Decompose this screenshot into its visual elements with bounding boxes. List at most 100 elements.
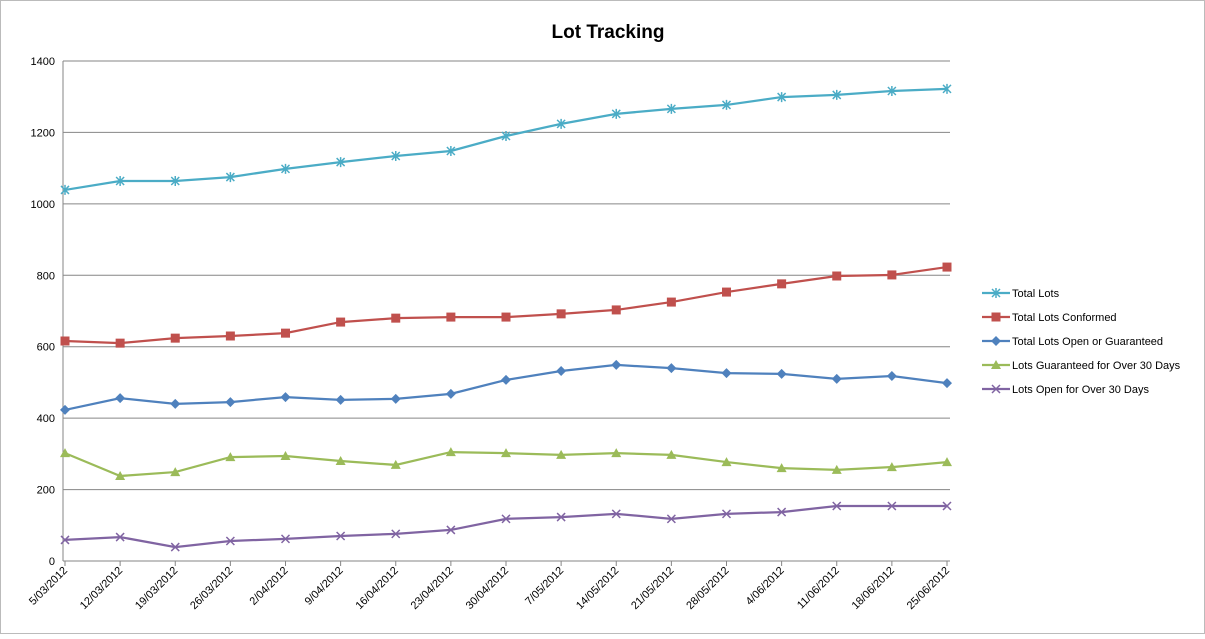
marker-shape [942, 83, 952, 94]
marker [611, 359, 622, 370]
marker-shape [886, 462, 897, 472]
marker [721, 99, 732, 110]
marker [336, 531, 346, 541]
marker-shape [391, 313, 401, 323]
marker [280, 163, 291, 174]
y-tick-label: 1400 [31, 56, 55, 68]
marker-shape [280, 534, 291, 544]
marker [721, 457, 732, 467]
marker-shape [611, 305, 621, 315]
marker-shape [501, 514, 511, 524]
marker-shape [115, 471, 126, 480]
marker [225, 331, 235, 341]
marker [60, 184, 70, 195]
marker-shape [556, 512, 566, 522]
marker [887, 270, 897, 280]
marker [666, 514, 676, 524]
marker [777, 507, 787, 517]
marker [225, 172, 235, 183]
legend-label: Total Lots [1012, 288, 1060, 300]
marker [991, 336, 1001, 346]
marker [225, 397, 236, 408]
marker-shape [556, 366, 567, 376]
marker-shape [556, 449, 567, 459]
marker-shape [721, 368, 732, 379]
marker-shape [60, 336, 70, 346]
marker [556, 449, 567, 459]
marker-shape [446, 312, 456, 322]
marker [942, 501, 952, 511]
marker-shape [991, 312, 1001, 322]
marker [611, 448, 622, 458]
marker [115, 338, 125, 348]
marker-shape [831, 464, 842, 474]
marker [280, 392, 291, 403]
marker-shape [887, 86, 897, 96]
marker [336, 317, 346, 327]
marker-shape [280, 163, 291, 174]
marker-shape [391, 529, 401, 539]
legend-label: Total Lots Conformed [1012, 312, 1117, 324]
marker-shape [666, 514, 676, 524]
marker [832, 271, 842, 281]
marker [501, 374, 511, 385]
marker-shape [776, 368, 787, 379]
marker [942, 378, 952, 389]
marker [501, 514, 511, 524]
marker-shape [170, 398, 181, 409]
marker [886, 462, 897, 472]
y-tick-label: 400 [37, 413, 55, 425]
marker-shape [611, 359, 622, 370]
marker [115, 532, 125, 542]
marker-shape [722, 287, 731, 297]
marker [831, 373, 842, 384]
marker-shape [115, 338, 125, 348]
marker-shape [225, 397, 236, 408]
marker [886, 371, 897, 381]
marker [556, 309, 566, 319]
marker-shape [60, 535, 70, 545]
marker [501, 131, 511, 141]
marker [556, 512, 566, 522]
marker [391, 151, 401, 161]
marker [942, 457, 952, 467]
marker [336, 157, 346, 168]
marker [170, 176, 180, 186]
marker [170, 398, 181, 409]
marker-shape [335, 456, 346, 465]
marker [942, 83, 952, 94]
marker [335, 456, 346, 465]
marker-shape [886, 371, 897, 381]
y-tick-label: 1000 [31, 199, 55, 211]
marker-shape [60, 448, 70, 458]
marker [446, 312, 456, 322]
marker-shape [335, 394, 346, 405]
marker [501, 312, 511, 322]
marker [991, 312, 1001, 322]
marker [666, 363, 677, 374]
marker [887, 86, 897, 96]
marker [611, 305, 621, 315]
marker-shape [280, 392, 291, 403]
marker [831, 464, 842, 474]
marker-shape [501, 374, 511, 385]
legend-label: Lots Open for Over 30 Days [1012, 384, 1149, 396]
marker-shape [831, 373, 842, 384]
marker-shape [942, 457, 952, 467]
marker-shape [777, 279, 787, 289]
marker-shape [611, 108, 621, 119]
y-tick-label: 0 [49, 556, 55, 568]
marker-shape [60, 184, 70, 195]
marker-shape [170, 542, 180, 552]
marker [60, 404, 70, 415]
marker-shape [887, 270, 897, 280]
marker [611, 509, 621, 519]
marker-shape [336, 157, 346, 168]
marker [832, 89, 842, 100]
marker-shape [225, 452, 236, 462]
y-tick-label: 800 [37, 270, 55, 282]
marker-shape [777, 92, 787, 103]
marker [115, 471, 126, 480]
marker-shape [942, 378, 952, 389]
